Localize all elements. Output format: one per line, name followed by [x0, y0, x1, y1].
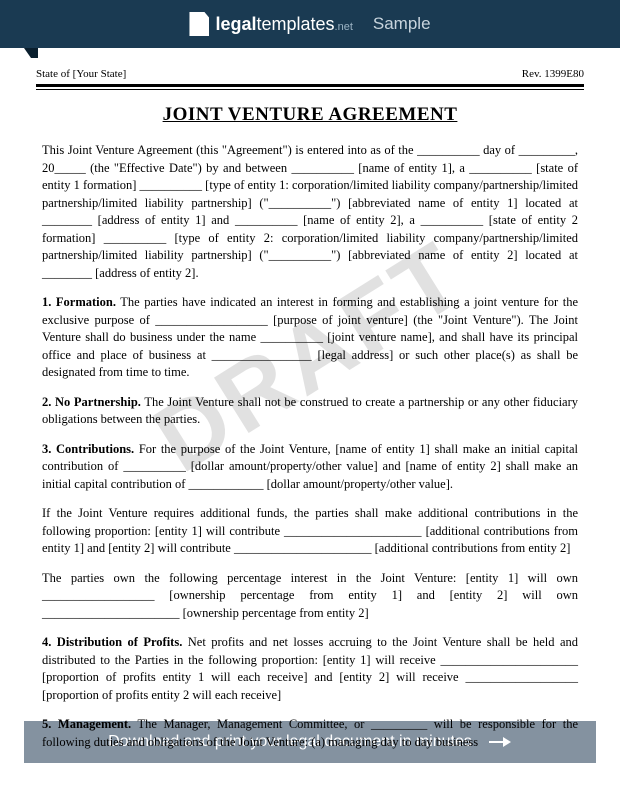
ribbon-tail-icon	[24, 48, 38, 58]
section-no-partnership: 2. No Partnership. The Joint Venture sha…	[42, 394, 578, 429]
horizontal-rule	[36, 84, 584, 90]
logo-text: legaltemplates.net	[215, 14, 352, 35]
section-contributions: 3. Contributions. For the purpose of the…	[42, 441, 578, 494]
header-bar: legaltemplates.net Sample	[0, 0, 620, 48]
section-3-p3: The parties own the following percentage…	[42, 570, 578, 623]
section-3-p2: If the Joint Venture requires additional…	[42, 505, 578, 558]
logo-light: templates	[256, 14, 334, 34]
section-1-body: The parties have indicated an interest i…	[42, 295, 578, 379]
section-distribution: 4. Distribution of Profits. Net profits …	[42, 634, 578, 704]
intro-paragraph: This Joint Venture Agreement (this "Agre…	[42, 142, 578, 282]
document-page: State of [Your State] Rev. 1399E80 JOINT…	[30, 68, 590, 751]
section-2-head: 2. No Partnership.	[42, 395, 141, 409]
state-label: State of [Your State]	[36, 68, 126, 80]
logo: legaltemplates.net	[189, 12, 352, 36]
section-3-head: 3. Contributions.	[42, 442, 134, 456]
section-management: 5. Management. The Manager, Management C…	[42, 716, 578, 751]
document-title: JOINT VENTURE AGREEMENT	[30, 104, 590, 126]
document-icon	[189, 12, 209, 36]
section-4-head: 4. Distribution of Profits.	[42, 635, 182, 649]
logo-tld: .net	[335, 21, 353, 33]
rev-label: Rev. 1399E80	[522, 68, 584, 80]
section-formation: 1. Formation. The parties have indicated…	[42, 294, 578, 382]
sample-label: Sample	[373, 14, 431, 34]
document-body: This Joint Venture Agreement (this "Agre…	[30, 142, 590, 751]
logo-bold: legal	[215, 14, 256, 34]
section-1-head: 1. Formation.	[42, 295, 116, 309]
section-5-head: 5. Management.	[42, 717, 131, 731]
meta-row: State of [Your State] Rev. 1399E80	[30, 68, 590, 84]
